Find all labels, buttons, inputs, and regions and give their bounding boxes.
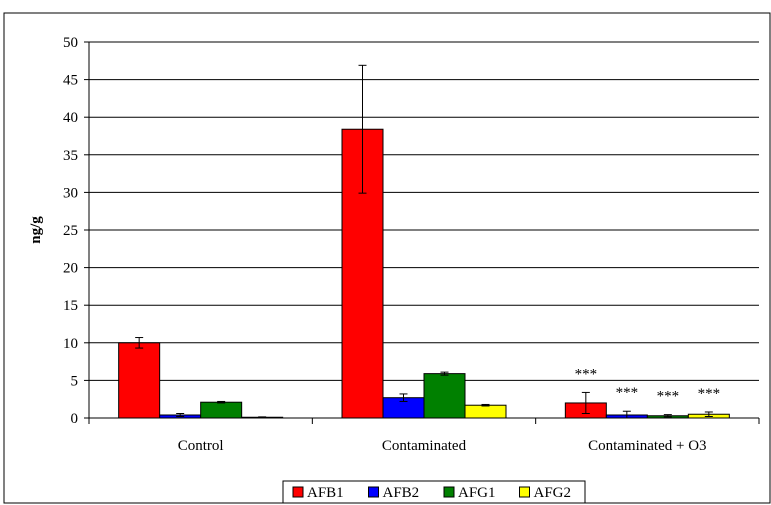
x-category-label: Control <box>178 438 224 454</box>
y-tick-label: 10 <box>63 336 78 352</box>
y-axis-label: ng/g <box>28 216 44 244</box>
y-tick-label: 40 <box>63 110 78 126</box>
bar <box>118 342 161 419</box>
legend-label: AFG1 <box>458 485 496 501</box>
significance-label: *** <box>698 386 721 402</box>
y-tick-label: 25 <box>63 223 78 239</box>
significance-label: *** <box>616 385 639 401</box>
y-tick-label: 15 <box>63 298 78 314</box>
legend-swatch <box>292 486 304 498</box>
x-category-label: Contaminated <box>382 438 467 454</box>
legend-label: AFB2 <box>383 485 420 501</box>
y-tick-label: 30 <box>63 185 78 201</box>
legend-label: AFG2 <box>534 485 572 501</box>
significance-label: *** <box>657 389 680 405</box>
x-category-label: Contaminated + O3 <box>588 438 706 454</box>
y-tick-label: 5 <box>71 373 79 389</box>
bar <box>464 404 507 419</box>
y-tick-label: 35 <box>63 148 78 164</box>
plot-area: 0 5 10 15 20 25 30 35 40 45 50 Control Contaminated C… <box>63 35 760 454</box>
y-tick-label: 50 <box>63 35 78 51</box>
significance-label: *** <box>575 366 598 382</box>
legend-label: AFB1 <box>307 485 344 501</box>
y-tick-label: 0 <box>71 411 79 427</box>
legend-swatch <box>368 486 379 498</box>
bar <box>423 373 466 419</box>
legend: AFB1 AFB2 AFG1 AFG2 <box>282 480 586 504</box>
y-tick-label: 45 <box>63 73 78 89</box>
y-tick-label: 20 <box>63 261 78 277</box>
bar <box>200 401 243 419</box>
legend-box <box>282 480 586 504</box>
chart-border <box>3 12 771 504</box>
legend-swatch <box>519 486 530 498</box>
legend-swatch <box>443 486 455 498</box>
